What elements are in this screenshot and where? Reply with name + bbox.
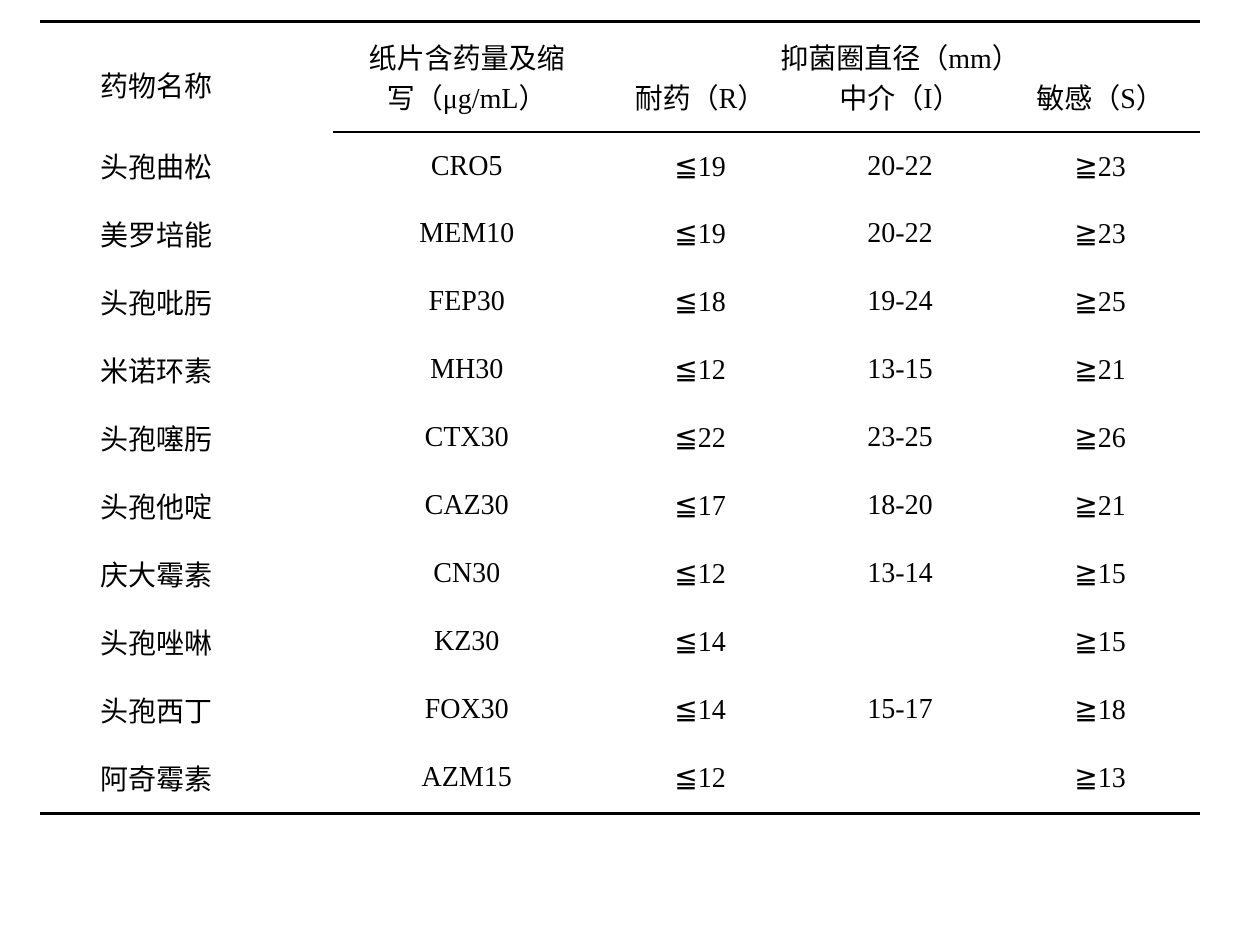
cell-drug-name: 头孢唑啉 [40,608,333,676]
table-row: 米诺环素 MH30 ≦12 13-15 ≧21 [40,336,1200,404]
cell-drug-name: 头孢西丁 [40,676,333,744]
cell-s: ≧21 [1000,472,1200,540]
cell-abbr: FOX30 [333,676,600,744]
cell-abbr: CRO5 [333,132,600,200]
table-row: 头孢唑啉 KZ30 ≦14 ≧15 [40,608,1200,676]
table-row: 庆大霉素 CN30 ≦12 13-14 ≧15 [40,540,1200,608]
table-row: 头孢曲松 CRO5 ≦19 20-22 ≧23 [40,132,1200,200]
header-susceptible: 敏感（S） [1000,77,1200,132]
cell-drug-name: 头孢噻肟 [40,404,333,472]
cell-s: ≧15 [1000,540,1200,608]
cell-abbr: AZM15 [333,744,600,814]
antibiotic-susceptibility-table: 药物名称 纸片含药量及缩 抑菌圈直径（mm） 写（μg/mL） 耐药（R） 中介… [40,20,1200,815]
cell-i [800,744,1000,814]
cell-abbr: MEM10 [333,200,600,268]
cell-drug-name: 阿奇霉素 [40,744,333,814]
table-row: 头孢西丁 FOX30 ≦14 15-17 ≧18 [40,676,1200,744]
cell-i: 20-22 [800,132,1000,200]
cell-s: ≧26 [1000,404,1200,472]
cell-s: ≧18 [1000,676,1200,744]
cell-r: ≦12 [600,744,800,814]
cell-s: ≧23 [1000,200,1200,268]
cell-s: ≧21 [1000,336,1200,404]
cell-r: ≦14 [600,608,800,676]
table-row: 美罗培能 MEM10 ≦19 20-22 ≧23 [40,200,1200,268]
cell-drug-name: 头孢他啶 [40,472,333,540]
cell-r: ≦18 [600,268,800,336]
header-resistant: 耐药（R） [600,77,800,132]
cell-r: ≦12 [600,336,800,404]
cell-drug-name: 头孢曲松 [40,132,333,200]
cell-i: 13-15 [800,336,1000,404]
cell-abbr: CN30 [333,540,600,608]
cell-drug-name: 美罗培能 [40,200,333,268]
cell-drug-name: 头孢吡肟 [40,268,333,336]
cell-r: ≦17 [600,472,800,540]
cell-i: 18-20 [800,472,1000,540]
cell-i [800,608,1000,676]
cell-i: 13-14 [800,540,1000,608]
cell-abbr: KZ30 [333,608,600,676]
table-row: 头孢噻肟 CTX30 ≦22 23-25 ≧26 [40,404,1200,472]
header-disc-content-line1: 纸片含药量及缩 [333,22,600,78]
table-row: 头孢吡肟 FEP30 ≦18 19-24 ≧25 [40,268,1200,336]
cell-s: ≧23 [1000,132,1200,200]
cell-i: 20-22 [800,200,1000,268]
cell-r: ≦19 [600,200,800,268]
cell-drug-name: 庆大霉素 [40,540,333,608]
header-intermediate: 中介（I） [800,77,1000,132]
cell-s: ≧15 [1000,608,1200,676]
table-header: 药物名称 纸片含药量及缩 抑菌圈直径（mm） 写（μg/mL） 耐药（R） 中介… [40,22,1200,133]
table-row: 阿奇霉素 AZM15 ≦12 ≧13 [40,744,1200,814]
header-disc-content-line2: 写（μg/mL） [333,77,600,132]
cell-r: ≦12 [600,540,800,608]
cell-i: 19-24 [800,268,1000,336]
cell-i: 23-25 [800,404,1000,472]
table-row: 头孢他啶 CAZ30 ≦17 18-20 ≧21 [40,472,1200,540]
cell-r: ≦14 [600,676,800,744]
cell-abbr: CTX30 [333,404,600,472]
cell-drug-name: 米诺环素 [40,336,333,404]
cell-abbr: MH30 [333,336,600,404]
cell-abbr: FEP30 [333,268,600,336]
table-body: 头孢曲松 CRO5 ≦19 20-22 ≧23 美罗培能 MEM10 ≦19 2… [40,132,1200,814]
cell-s: ≧25 [1000,268,1200,336]
header-zone-diameter-group: 抑菌圈直径（mm） [600,22,1200,78]
cell-r: ≦19 [600,132,800,200]
header-drug-name: 药物名称 [40,22,333,133]
cell-r: ≦22 [600,404,800,472]
cell-abbr: CAZ30 [333,472,600,540]
cell-s: ≧13 [1000,744,1200,814]
cell-i: 15-17 [800,676,1000,744]
